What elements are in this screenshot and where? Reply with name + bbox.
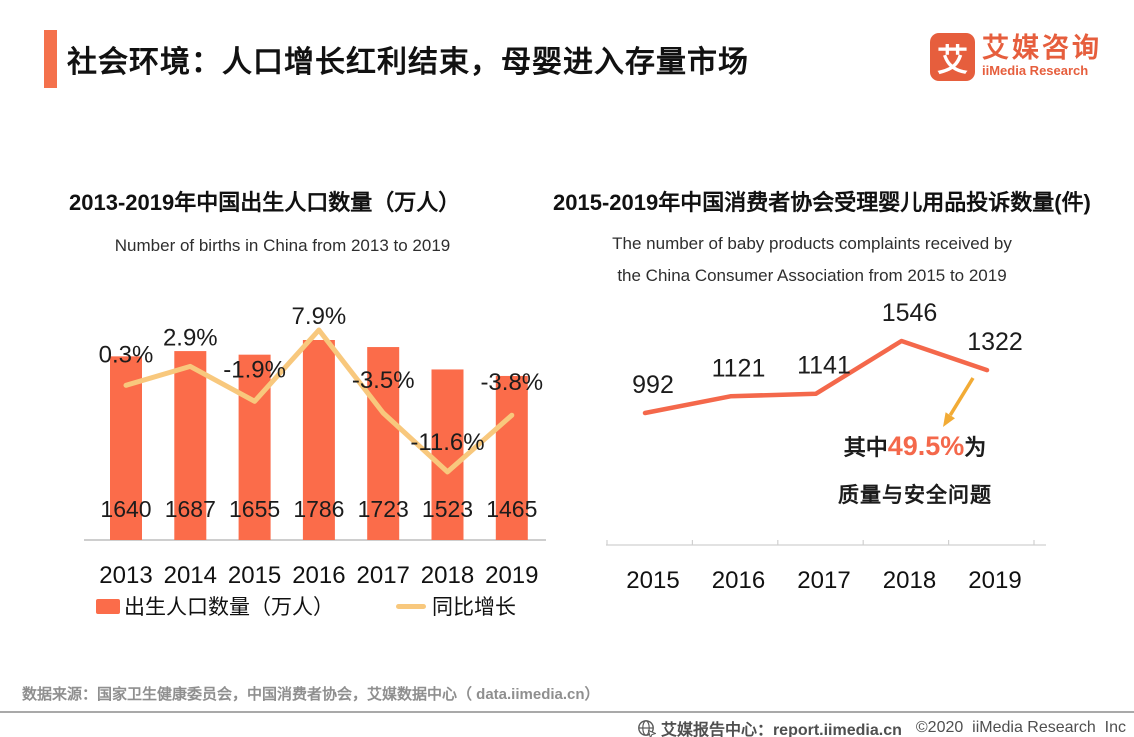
footer-divider <box>0 711 1134 713</box>
logo-name-cn: 艾媒咨询 <box>982 33 1102 63</box>
births-chart-subtitle: Number of births in China from 2013 to 2… <box>114 236 451 255</box>
bar-2018 <box>431 369 464 540</box>
births-chart: 0.3% 2.9%-1.9%7.9% -3.5% -11.6% -3.8% 1640 168… <box>84 303 546 589</box>
x-tick-label: 2015 <box>626 567 679 594</box>
bar-2016 <box>302 340 335 540</box>
complaints-subtitle-line2: the China Consumer Association from 2015… <box>617 266 1007 285</box>
callout-arrow-shaft <box>948 377 975 417</box>
bar-value-label: 1655 <box>229 496 280 522</box>
bar-2015 <box>238 354 271 540</box>
globe-icon <box>638 719 656 737</box>
bar-2019 <box>495 375 528 540</box>
annotation-line2: 质量与安全问题 <box>838 484 992 507</box>
growth-pct-label: -3.8% <box>480 369 543 396</box>
complaints-annotation: 其中49.5%为 质量与安全问题 <box>780 430 1050 509</box>
point-value-label: 1546 <box>882 299 938 327</box>
legend-line-swatch-icon <box>396 603 426 609</box>
point-value-label: 1141 <box>797 352 851 380</box>
x-tick-label: 2017 <box>357 562 410 589</box>
point-value-label: 992 <box>632 371 674 399</box>
bar-value-label: 1640 <box>100 496 151 522</box>
growth-pct-label: 0.3% <box>99 341 154 368</box>
complaints-subtitle-line1: The number of baby products complaints r… <box>612 234 1012 253</box>
point-value-label: 1121 <box>712 354 766 382</box>
growth-pct-label: -1.9% <box>223 356 286 383</box>
growth-line <box>123 327 515 475</box>
data-source-line: 数据来源：国家卫生健康委员会，中国消费者协会，艾媒数据中心（ data.iime… <box>22 686 600 703</box>
x-tick-label: 2019 <box>968 567 1021 594</box>
x-tick-label: 2017 <box>797 567 850 594</box>
footer-bar: 艾媒报告中心：report.iimedia.cn ©2020 iiMedia R… <box>637 716 1126 737</box>
births-chart-legend: 出生人口数量（万人） 同比增长 <box>96 591 516 621</box>
logo-name-en: iiMedia Research <box>982 63 1089 78</box>
callout-arrow-head <box>943 412 955 427</box>
x-tick-label: 2015 <box>228 562 281 589</box>
x-tick-label: 2016 <box>712 567 765 594</box>
growth-pct-label: -11.6% <box>410 429 484 456</box>
bar-value-label: 1523 <box>422 496 473 522</box>
bar-2017 <box>367 347 400 540</box>
complaints-chart-subtitle: The number of baby products complaints r… <box>562 228 1062 292</box>
logo-mark-icon: 艾 <box>930 33 975 81</box>
bar-value-label: 1723 <box>358 496 409 522</box>
complaints-line <box>642 338 990 416</box>
births-chart-title: 2013-2019年中国出生人口数量（万人） <box>69 190 461 215</box>
x-tick-label: 2018 <box>421 562 474 589</box>
growth-pct-label: 7.9% <box>292 303 347 330</box>
complaints-chart-title: 2015-2019年中国消费者协会受理婴儿用品投诉数量(件) <box>553 190 1091 215</box>
x-tick-label: 2013 <box>99 562 152 589</box>
iimedia-logo: 艾 艾媒咨询 iiMedia Research <box>930 33 1102 81</box>
growth-pct-label: -3.5% <box>352 367 415 394</box>
page-title: 社会环境：人口增长红利结束，母婴进入存量市场 <box>67 46 749 79</box>
annotation-prefix: 其中 <box>843 435 888 460</box>
x-tick-label: 2019 <box>485 562 538 589</box>
legend-bar-label: 出生人口数量（万人） <box>124 596 334 619</box>
copyright-text: ©2020 iiMedia Research Inc <box>915 719 1126 736</box>
x-tick-label: 2014 <box>164 562 217 589</box>
x-tick-label: 2016 <box>292 562 345 589</box>
growth-pct-label: 2.9% <box>163 324 218 351</box>
legend-line-label: 同比增长 <box>432 596 516 619</box>
bar-value-label: 1687 <box>165 496 216 522</box>
legend-bar-swatch-icon <box>96 598 120 614</box>
bar-value-label: 1786 <box>293 496 344 522</box>
report-center-link: 艾媒报告中心：report.iimedia.cn <box>660 722 902 737</box>
bar-value-label: 1465 <box>486 496 537 522</box>
complaints-chart: 992 1121 1141 1546 1322 2015 2016 2017 2018 2019 <box>606 299 1046 594</box>
title-accent-bar <box>44 30 57 88</box>
bar-2014 <box>174 351 207 540</box>
annotation-suffix: 为 <box>964 435 987 460</box>
x-tick-label: 2018 <box>883 567 936 594</box>
point-value-label: 1322 <box>967 328 1023 356</box>
annotation-highlight-value: 49.5% <box>887 431 965 461</box>
